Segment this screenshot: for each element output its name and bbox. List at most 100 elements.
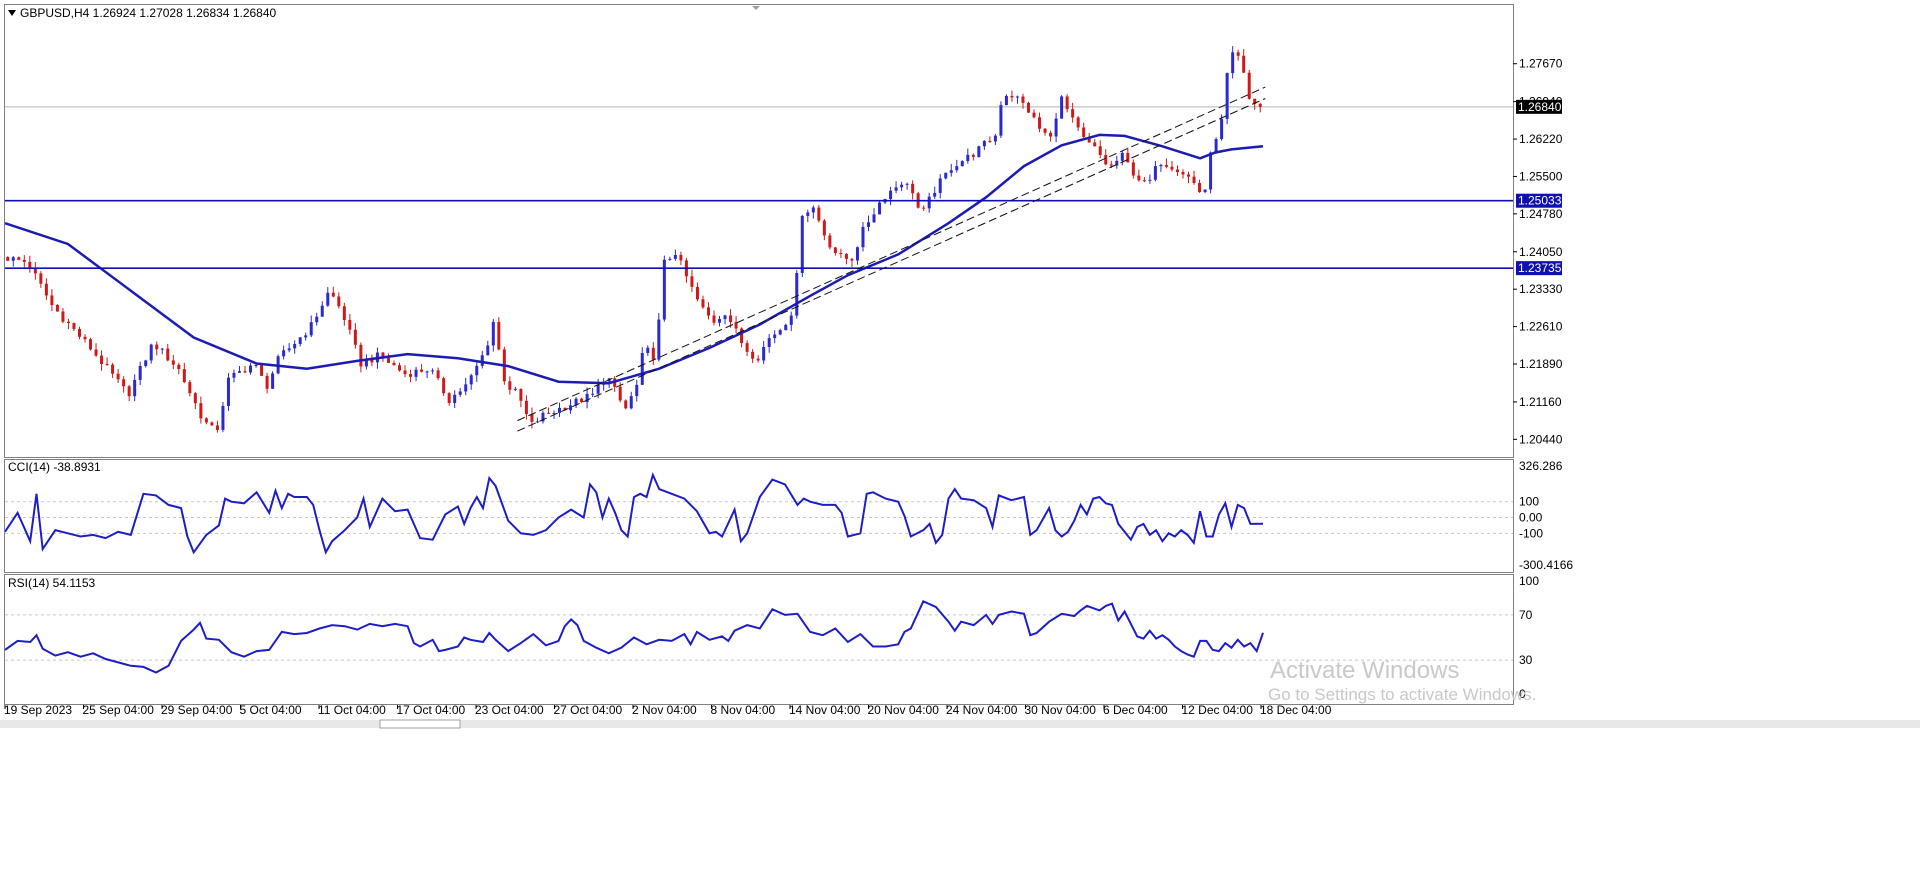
candle-body <box>624 400 628 409</box>
candle <box>1192 170 1196 185</box>
candle <box>453 390 457 408</box>
candle-body <box>144 360 148 366</box>
candle <box>988 136 992 143</box>
candle <box>1010 90 1014 102</box>
candle-body <box>773 334 777 339</box>
candle <box>646 345 650 356</box>
time-tick-label: 20 Nov 04:00 <box>868 703 940 717</box>
candle-body <box>784 324 788 331</box>
candle <box>668 256 672 261</box>
rsi-panel[interactable] <box>4 574 1514 705</box>
trend-line[interactable] <box>517 86 1266 422</box>
candle <box>1153 160 1157 182</box>
candle <box>508 376 512 395</box>
candle <box>1060 95 1064 119</box>
candle-body <box>1060 96 1064 119</box>
candle-body <box>878 202 882 215</box>
candle <box>966 148 970 164</box>
candle <box>326 287 330 307</box>
candle-body <box>530 414 534 422</box>
candle <box>519 388 523 408</box>
candle-body <box>237 371 241 373</box>
chart-shift-marker-icon[interactable] <box>752 6 760 10</box>
candle-body <box>574 398 578 406</box>
candle-body <box>524 400 528 415</box>
candle <box>480 350 484 369</box>
candle-body <box>679 254 683 261</box>
candle-body <box>1082 127 1086 137</box>
trend-line[interactable] <box>517 98 1266 432</box>
candle <box>938 174 942 199</box>
cci-panel[interactable] <box>4 459 1514 573</box>
candle-body <box>938 178 942 193</box>
candle-body <box>204 418 208 423</box>
candle <box>28 255 32 273</box>
candle-body <box>77 328 81 337</box>
candle <box>249 362 253 375</box>
candle-body <box>911 183 915 194</box>
candle-body <box>177 364 181 370</box>
candle <box>1236 49 1240 61</box>
candle-body <box>458 391 462 395</box>
price-tick-label: 1.21890 <box>1519 357 1563 371</box>
candle-body <box>596 384 600 394</box>
candle-body <box>447 393 451 404</box>
candle <box>1142 177 1146 183</box>
candle-body <box>298 337 302 344</box>
candle <box>392 360 396 366</box>
candle-body <box>966 154 970 162</box>
candle <box>784 323 788 331</box>
candle-body <box>591 393 595 395</box>
candle-body <box>1076 117 1080 128</box>
candle-body <box>66 321 70 324</box>
candle-body <box>729 315 733 323</box>
candle <box>971 153 975 161</box>
main-price-panel[interactable] <box>4 4 1514 458</box>
candle-body <box>480 355 484 366</box>
candle <box>39 271 43 288</box>
candle <box>232 369 236 383</box>
rsi-line <box>5 599 1264 674</box>
candle <box>850 258 854 268</box>
candle <box>651 342 655 365</box>
candle-body <box>254 365 258 367</box>
candle-body <box>105 364 109 366</box>
candle <box>1253 98 1257 110</box>
candle <box>475 360 479 382</box>
candle-body <box>1098 146 1102 155</box>
candle <box>513 386 517 392</box>
candle-body <box>50 295 54 305</box>
candle <box>999 101 1003 139</box>
candle-body <box>1187 174 1191 177</box>
candle-body <box>580 398 584 403</box>
candle <box>1049 130 1053 142</box>
symbol-dropdown-icon[interactable] <box>8 10 16 16</box>
candle <box>1120 150 1124 166</box>
candle-body <box>1126 152 1130 163</box>
price-tick-label: 1.26220 <box>1519 132 1563 146</box>
candle <box>640 347 644 385</box>
candle <box>1071 102 1075 123</box>
candle <box>359 342 363 373</box>
chart-tab[interactable] <box>379 719 461 729</box>
candle-body <box>927 196 931 209</box>
candle <box>767 333 771 353</box>
candle-body <box>977 146 981 157</box>
candle-body <box>226 377 230 406</box>
candle <box>353 323 357 349</box>
candle-body <box>425 371 429 373</box>
price-tick-label: 1.23330 <box>1519 282 1563 296</box>
candle <box>911 180 915 200</box>
candle-body <box>1198 182 1202 193</box>
candle <box>44 278 48 300</box>
candle-body <box>210 422 214 426</box>
candle <box>122 376 126 393</box>
candle-body <box>971 154 975 157</box>
candle-body <box>999 105 1003 136</box>
candle-body <box>1253 98 1257 104</box>
candle <box>193 392 197 410</box>
cci-tick-label: 100 <box>1519 495 1539 509</box>
candle-body <box>469 375 473 385</box>
candle-body <box>569 405 573 411</box>
